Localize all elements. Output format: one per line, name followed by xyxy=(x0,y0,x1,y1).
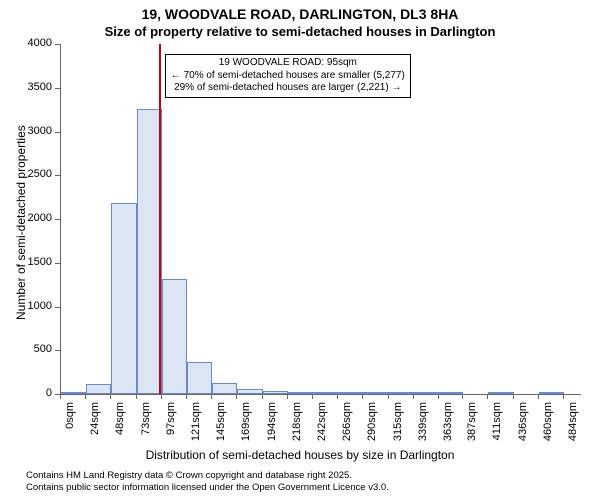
x-tick-mark xyxy=(236,394,237,399)
y-tick-mark xyxy=(55,88,60,89)
histogram-bar xyxy=(414,392,439,394)
x-tick-mark xyxy=(60,394,61,399)
x-tick-label: 145sqm xyxy=(215,402,227,450)
histogram-bar xyxy=(338,392,363,394)
histogram-bar xyxy=(389,392,414,394)
footer-text: Contains HM Land Registry data © Crown c… xyxy=(26,470,389,494)
histogram-bar xyxy=(288,392,313,394)
histogram-bar xyxy=(162,279,187,394)
x-tick-label: 97sqm xyxy=(165,402,177,450)
x-tick-label: 24sqm xyxy=(89,402,101,450)
x-tick-mark xyxy=(487,394,488,399)
x-tick-mark xyxy=(563,394,564,399)
x-tick-mark xyxy=(462,394,463,399)
x-tick-mark xyxy=(438,394,439,399)
x-tick-label: 242sqm xyxy=(316,402,328,450)
x-tick-mark xyxy=(136,394,137,399)
annotation-line2: ← 70% of semi-detached houses are smalle… xyxy=(171,70,405,81)
x-tick-label: 436sqm xyxy=(517,402,529,450)
x-tick-label: 194sqm xyxy=(266,402,278,450)
histogram-bar xyxy=(488,392,514,394)
histogram-bar xyxy=(439,392,464,394)
y-tick-mark xyxy=(55,350,60,351)
x-tick-label: 0sqm xyxy=(64,402,76,450)
x-tick-label: 266sqm xyxy=(341,402,353,450)
x-tick-mark xyxy=(110,394,111,399)
x-tick-mark xyxy=(161,394,162,399)
histogram-bar xyxy=(363,392,389,394)
y-tick-label: 3500 xyxy=(20,81,52,93)
y-tick-label: 4000 xyxy=(20,37,52,49)
annotation-line1: 19 WOODVALE ROAD: 95sqm xyxy=(219,57,357,68)
x-tick-mark xyxy=(362,394,363,399)
footer-line2: Contains public sector information licen… xyxy=(26,482,389,493)
x-tick-label: 387sqm xyxy=(466,402,478,450)
x-tick-mark xyxy=(186,394,187,399)
histogram-bar xyxy=(212,383,237,394)
x-tick-mark xyxy=(538,394,539,399)
y-tick-mark xyxy=(55,132,60,133)
property-marker-line xyxy=(159,44,161,394)
annotation-box: 19 WOODVALE ROAD: 95sqm ← 70% of semi-det… xyxy=(165,54,411,98)
x-tick-mark xyxy=(388,394,389,399)
y-tick-label: 1500 xyxy=(20,256,52,268)
x-tick-mark xyxy=(337,394,338,399)
x-tick-label: 484sqm xyxy=(567,402,579,450)
chart-title-sub: Size of property relative to semi-detach… xyxy=(0,24,600,39)
x-tick-mark xyxy=(262,394,263,399)
y-tick-label: 3000 xyxy=(20,125,52,137)
x-tick-label: 169sqm xyxy=(240,402,252,450)
x-tick-label: 339sqm xyxy=(417,402,429,450)
x-tick-mark xyxy=(85,394,86,399)
y-tick-label: 2000 xyxy=(20,212,52,224)
x-axis-label: Distribution of semi-detached houses by … xyxy=(0,448,600,462)
x-tick-mark xyxy=(287,394,288,399)
y-tick-label: 500 xyxy=(20,343,52,355)
annotation-line3: 29% of semi-detached houses are larger (… xyxy=(174,82,401,93)
histogram-bar xyxy=(86,384,111,395)
footer-line1: Contains HM Land Registry data © Crown c… xyxy=(26,470,352,481)
y-tick-label: 2500 xyxy=(20,168,52,180)
x-tick-mark xyxy=(413,394,414,399)
x-tick-label: 315sqm xyxy=(392,402,404,450)
y-tick-mark xyxy=(55,175,60,176)
x-tick-label: 411sqm xyxy=(491,402,503,450)
y-tick-mark xyxy=(55,263,60,264)
histogram-bar xyxy=(111,203,137,394)
x-tick-mark xyxy=(513,394,514,399)
x-tick-label: 363sqm xyxy=(442,402,454,450)
chart-title-main: 19, WOODVALE ROAD, DARLINGTON, DL3 8HA xyxy=(0,6,600,22)
y-tick-mark xyxy=(55,219,60,220)
x-tick-label: 218sqm xyxy=(291,402,303,450)
x-tick-mark xyxy=(312,394,313,399)
histogram-bar xyxy=(187,362,212,394)
y-tick-label: 0 xyxy=(20,387,52,399)
histogram-bar xyxy=(313,392,338,394)
chart-container: 19, WOODVALE ROAD, DARLINGTON, DL3 8HA S… xyxy=(0,0,600,500)
x-tick-mark xyxy=(211,394,212,399)
y-tick-mark xyxy=(55,44,60,45)
y-tick-label: 1000 xyxy=(20,300,52,312)
y-tick-mark xyxy=(55,307,60,308)
x-tick-label: 460sqm xyxy=(542,402,554,450)
histogram-bar xyxy=(539,392,564,394)
x-tick-label: 290sqm xyxy=(366,402,378,450)
x-tick-label: 121sqm xyxy=(190,402,202,450)
histogram-bar xyxy=(237,389,263,394)
x-tick-label: 73sqm xyxy=(140,402,152,450)
histogram-bar xyxy=(61,392,86,394)
histogram-bar xyxy=(263,391,288,394)
x-tick-label: 48sqm xyxy=(114,402,126,450)
